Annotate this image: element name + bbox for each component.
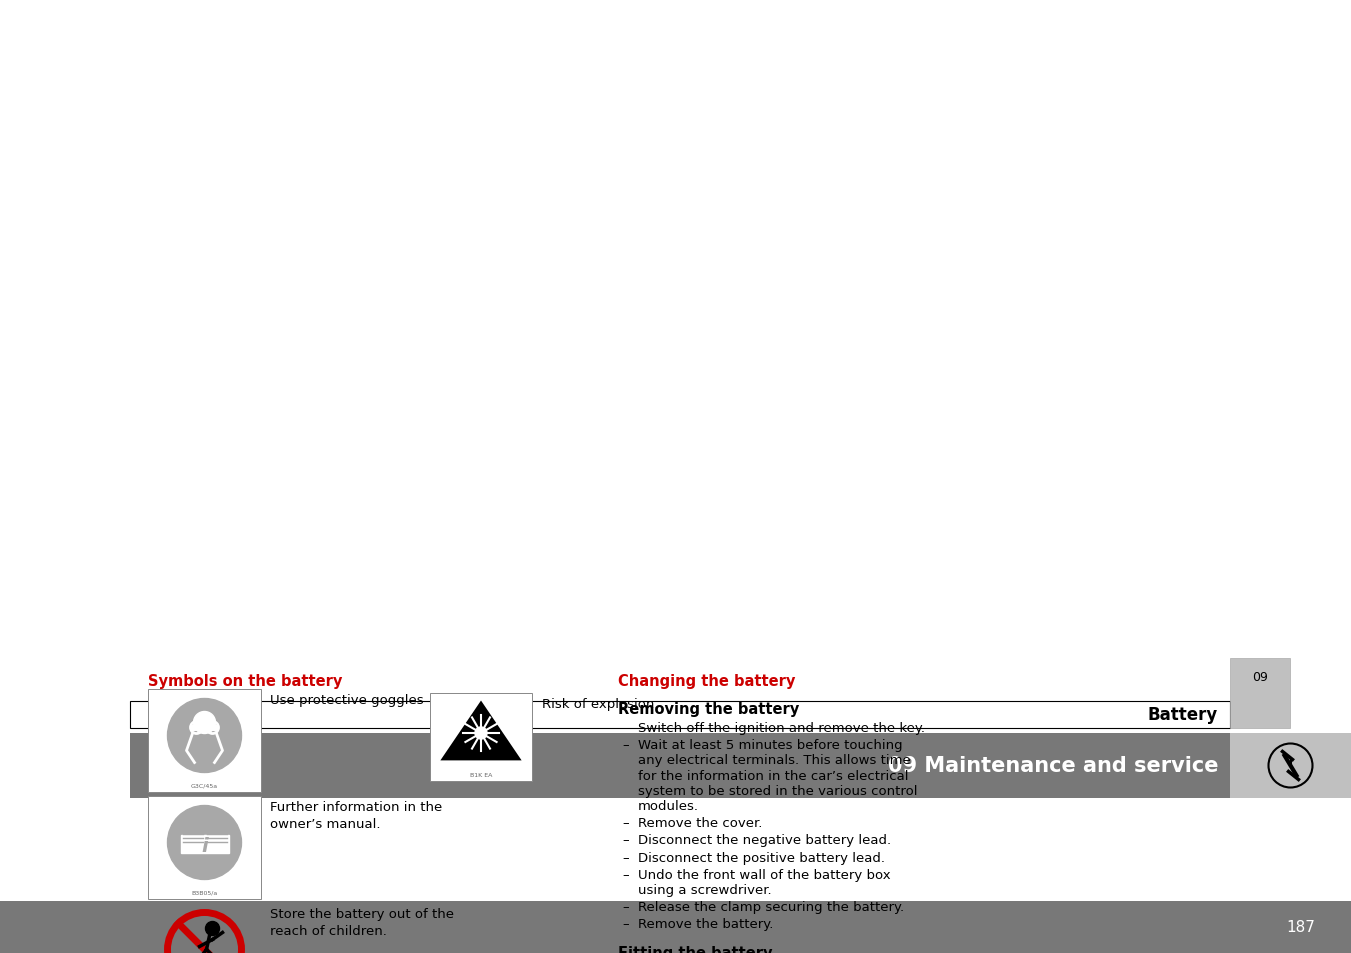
- Bar: [0, 901, 1351, 953]
- Text: Changing the battery: Changing the battery: [617, 673, 796, 688]
- Circle shape: [168, 805, 242, 880]
- Text: Removing the battery: Removing the battery: [617, 701, 800, 717]
- Text: –: –: [621, 834, 628, 846]
- Text: Undo the front wall of the battery box: Undo the front wall of the battery box: [638, 868, 890, 881]
- Bar: [149, 689, 261, 792]
- Text: Symbols on the battery: Symbols on the battery: [149, 673, 342, 688]
- Text: Remove the battery.: Remove the battery.: [638, 918, 773, 930]
- Text: Battery: Battery: [1148, 706, 1219, 723]
- Circle shape: [205, 922, 219, 936]
- Text: 187: 187: [1286, 920, 1315, 935]
- Text: 09 Maintenance and service: 09 Maintenance and service: [888, 756, 1219, 776]
- Bar: [430, 693, 532, 781]
- Circle shape: [476, 727, 486, 740]
- Text: modules.: modules.: [638, 800, 698, 812]
- Circle shape: [168, 699, 242, 773]
- Bar: [1229, 659, 1290, 728]
- Text: Disconnect the positive battery lead.: Disconnect the positive battery lead.: [638, 851, 885, 863]
- Text: Release the clamp securing the battery.: Release the clamp securing the battery.: [638, 901, 904, 913]
- Text: –: –: [621, 739, 628, 751]
- Text: Store the battery out of the
reach of children.: Store the battery out of the reach of ch…: [270, 907, 454, 938]
- Text: –: –: [621, 817, 628, 829]
- Bar: [204, 835, 228, 853]
- Bar: [190, 724, 219, 731]
- Text: using a screwdriver.: using a screwdriver.: [638, 883, 771, 896]
- Text: B1K EA: B1K EA: [470, 772, 492, 778]
- Bar: [130, 733, 1229, 799]
- Bar: [149, 796, 261, 899]
- Text: –: –: [621, 721, 628, 734]
- Text: –: –: [621, 868, 628, 881]
- Text: Fitting the battery: Fitting the battery: [617, 944, 773, 953]
- Bar: [149, 903, 261, 953]
- Text: Use protective goggles: Use protective goggles: [270, 693, 424, 706]
- Bar: [130, 701, 1229, 728]
- Text: –: –: [621, 851, 628, 863]
- Text: G3C/45a: G3C/45a: [190, 783, 218, 788]
- Text: –: –: [621, 918, 628, 930]
- Text: Risk of explosion.: Risk of explosion.: [542, 698, 658, 710]
- Text: any electrical terminals. This allows time: any electrical terminals. This allows ti…: [638, 754, 911, 766]
- Text: –: –: [621, 901, 628, 913]
- Text: Switch off the ignition and remove the key.: Switch off the ignition and remove the k…: [638, 721, 925, 734]
- Polygon shape: [443, 703, 519, 760]
- Circle shape: [193, 712, 216, 734]
- Text: B3B05/a: B3B05/a: [192, 890, 218, 895]
- Text: I: I: [1289, 758, 1293, 768]
- Text: Further information in the
owner’s manual.: Further information in the owner’s manua…: [270, 801, 442, 831]
- Text: for the information in the car’s electrical: for the information in the car’s electri…: [638, 769, 908, 781]
- Text: Remove the cover.: Remove the cover.: [638, 817, 762, 829]
- Text: Wait at least 5 minutes before touching: Wait at least 5 minutes before touching: [638, 739, 902, 751]
- Text: system to be stored in the various control: system to be stored in the various contr…: [638, 784, 917, 797]
- Text: i: i: [201, 836, 208, 855]
- Text: 09: 09: [1252, 670, 1269, 683]
- Text: Disconnect the negative battery lead.: Disconnect the negative battery lead.: [638, 834, 892, 846]
- Bar: [181, 835, 204, 853]
- Bar: [1229, 733, 1351, 799]
